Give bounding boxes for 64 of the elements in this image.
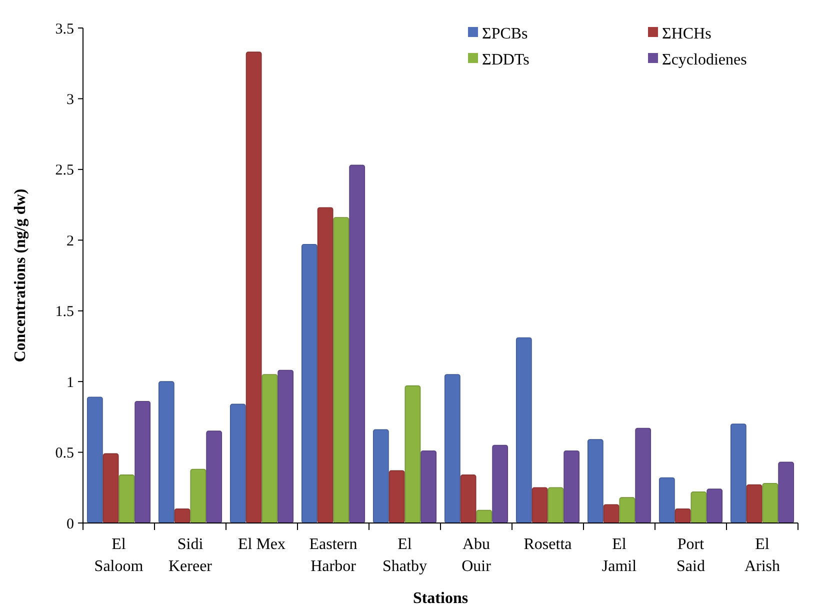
bar — [262, 374, 278, 524]
y-tick-label: 2 — [66, 233, 74, 250]
x-tick-label: Eastern Harbor — [309, 536, 358, 575]
bar — [706, 488, 723, 524]
legend-label: Σcyclodienes — [662, 52, 747, 69]
bar — [658, 477, 675, 524]
bar — [317, 207, 334, 524]
bar — [492, 444, 508, 524]
bar — [746, 484, 762, 524]
bar — [476, 510, 492, 524]
y-tick-label: 0 — [66, 516, 74, 532]
x-tick-label: El Jamil — [602, 536, 638, 575]
bar — [603, 504, 620, 524]
bar — [174, 508, 190, 524]
bar — [102, 453, 119, 524]
y-tick-label: 1 — [66, 374, 74, 391]
legend-label: ΣHCHs — [662, 26, 712, 43]
bar — [246, 52, 262, 524]
bar — [635, 428, 652, 524]
bar — [333, 217, 350, 524]
x-tick-label: Sidi Kereer — [168, 536, 213, 575]
bar — [230, 404, 246, 524]
bar — [190, 468, 206, 524]
bar — [460, 474, 476, 524]
bar — [762, 483, 778, 524]
x-tick-label: El Saloom — [94, 536, 144, 575]
bar — [444, 374, 460, 524]
bar — [690, 491, 707, 524]
bar — [778, 462, 794, 524]
x-tick-label: El Mex — [238, 536, 286, 553]
bar — [134, 400, 151, 524]
x-tick-label: Abu Ouir — [462, 536, 492, 575]
legend-label: ΣDDTs — [482, 52, 530, 69]
bar — [118, 474, 135, 524]
bar — [564, 450, 580, 524]
bar — [674, 508, 691, 524]
bar — [372, 429, 389, 524]
bar — [420, 450, 437, 524]
y-tick-label: 1.5 — [55, 304, 74, 320]
bar — [587, 439, 604, 524]
x-axis-title: Stations — [412, 590, 468, 607]
x-tick-label: Port Said — [676, 536, 705, 575]
bar — [404, 385, 421, 524]
x-tick-label: El Arish — [744, 536, 780, 575]
bar — [278, 370, 294, 524]
y-axis-title: Concentrations (ng/g dw) — [12, 188, 29, 362]
y-tick-label: 0.5 — [55, 446, 74, 462]
bar — [730, 424, 746, 524]
legend-label: ΣPCBs — [482, 26, 528, 43]
bar — [548, 487, 564, 524]
x-tick-label: Rosetta — [524, 536, 572, 553]
bar — [516, 337, 532, 524]
bar — [388, 470, 405, 524]
bar — [301, 244, 318, 524]
bar — [349, 164, 366, 524]
y-tick-label: 2.5 — [55, 162, 74, 179]
x-tick-label: El Shatby — [382, 536, 427, 575]
y-tick-label: 3 — [66, 92, 74, 108]
y-tick-label: 3.5 — [55, 21, 74, 38]
bar — [158, 381, 174, 524]
bar — [619, 497, 636, 524]
bar — [206, 430, 222, 524]
bar — [86, 396, 103, 524]
bar — [532, 487, 548, 524]
